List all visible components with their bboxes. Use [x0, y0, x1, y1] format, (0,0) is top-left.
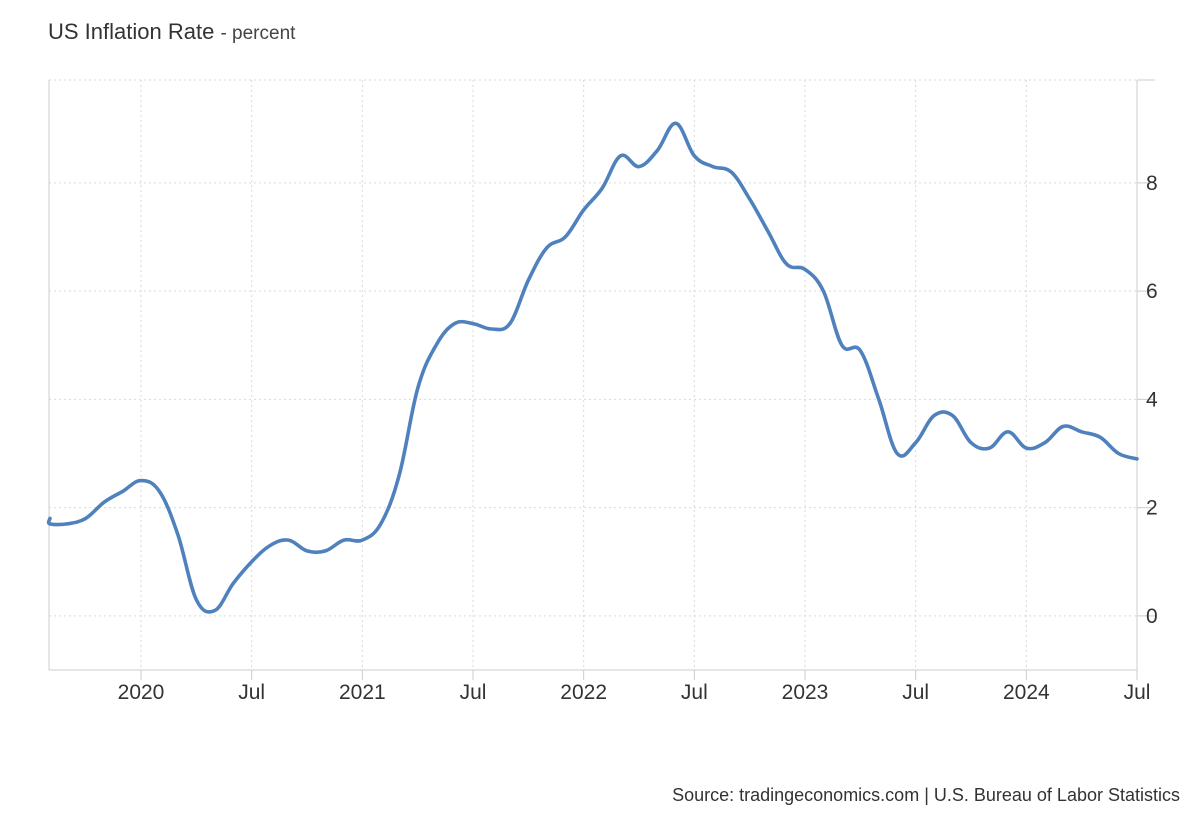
data-point: [637, 165, 641, 169]
data-point: [655, 148, 659, 152]
data-point: [434, 343, 438, 347]
data-point: [545, 246, 549, 250]
source-note: Source: tradingeconomics.com | U.S. Bure…: [672, 785, 1180, 805]
data-point: [877, 397, 881, 401]
data-point: [194, 598, 198, 602]
data-point: [65, 522, 69, 526]
data-point: [268, 544, 272, 548]
data-point: [674, 121, 678, 125]
data-point: [1006, 430, 1010, 434]
data-point: [250, 560, 254, 564]
data-point: [821, 289, 825, 293]
x-tick-label: 2024: [1003, 681, 1050, 704]
data-point: [1080, 430, 1084, 434]
data-point: [1024, 446, 1028, 450]
x-tick-label: 2022: [560, 681, 607, 704]
data-point: [582, 208, 586, 212]
x-tick-label: Jul: [238, 681, 265, 704]
data-point: [213, 608, 217, 612]
data-point: [619, 154, 623, 158]
x-tick-label: Jul: [1124, 681, 1151, 704]
line-layer: [46, 121, 1139, 614]
data-point: [932, 414, 936, 418]
data-point: [416, 387, 420, 391]
data-point: [489, 327, 493, 331]
data-point: [84, 516, 88, 520]
x-tick-label: Jul: [902, 681, 929, 704]
data-point: [139, 479, 143, 483]
y-tick-label: 8: [1146, 172, 1158, 195]
x-tick-label: Jul: [460, 681, 487, 704]
data-point: [1098, 435, 1102, 439]
chart-title-block: US Inflation Rate - percent: [48, 19, 295, 45]
chart-subtitle: - percent: [220, 23, 296, 44]
label-layer: 0 2 4 6 8 2020 Jul 2021 Jul 2022 Jul 2023 Jul 2024 Jul: [118, 172, 1158, 704]
data-point: [323, 549, 327, 553]
y-tick-label: 4: [1146, 388, 1158, 411]
data-point: [1061, 424, 1065, 428]
chart-title: US Inflation Rate: [48, 19, 215, 44]
data-point: [305, 549, 309, 553]
data-point: [1117, 451, 1121, 455]
data-point: [748, 197, 752, 201]
grid-layer: [49, 79, 1137, 670]
x-tick-label: Jul: [681, 681, 708, 704]
y-tick-label: 6: [1146, 280, 1158, 303]
x-tick-label: 2023: [782, 681, 829, 704]
data-point: [895, 451, 899, 455]
data-point: [471, 322, 475, 326]
data-point: [563, 235, 567, 239]
data-point: [379, 522, 383, 526]
inflation-rate-line: [46, 121, 1139, 614]
data-point: [858, 349, 862, 353]
data-point: [785, 262, 789, 266]
data-point: [600, 186, 604, 190]
data-point: [692, 154, 696, 158]
data-point: [803, 267, 807, 271]
data-point: [987, 446, 991, 450]
data-point: [969, 441, 973, 445]
data-point: [840, 343, 844, 347]
data-point: [766, 230, 770, 234]
y-tick-label: 2: [1146, 497, 1158, 520]
data-point: [914, 441, 918, 445]
data-point: [342, 538, 346, 542]
data-point: [157, 489, 161, 493]
data-point: [48, 522, 52, 526]
data-point: [121, 489, 125, 493]
data-point: [453, 322, 457, 326]
data-point: [1135, 457, 1139, 461]
data-point: [397, 473, 401, 477]
data-point: [711, 165, 715, 169]
x-tick-label: 2020: [118, 681, 165, 704]
data-point: [360, 538, 364, 542]
data-point: [102, 500, 106, 504]
data-point: [526, 278, 530, 282]
data-point: [1043, 441, 1047, 445]
x-tick-label: 2021: [339, 681, 386, 704]
data-point: [951, 414, 955, 418]
y-tick-label: 0: [1146, 605, 1158, 628]
data-point: [508, 322, 512, 326]
data-point: [231, 581, 235, 585]
axis-layer: [48, 79, 1155, 680]
data-point: [729, 170, 733, 174]
data-point: [176, 533, 180, 537]
data-point: [287, 538, 291, 542]
data-point: [48, 516, 52, 520]
